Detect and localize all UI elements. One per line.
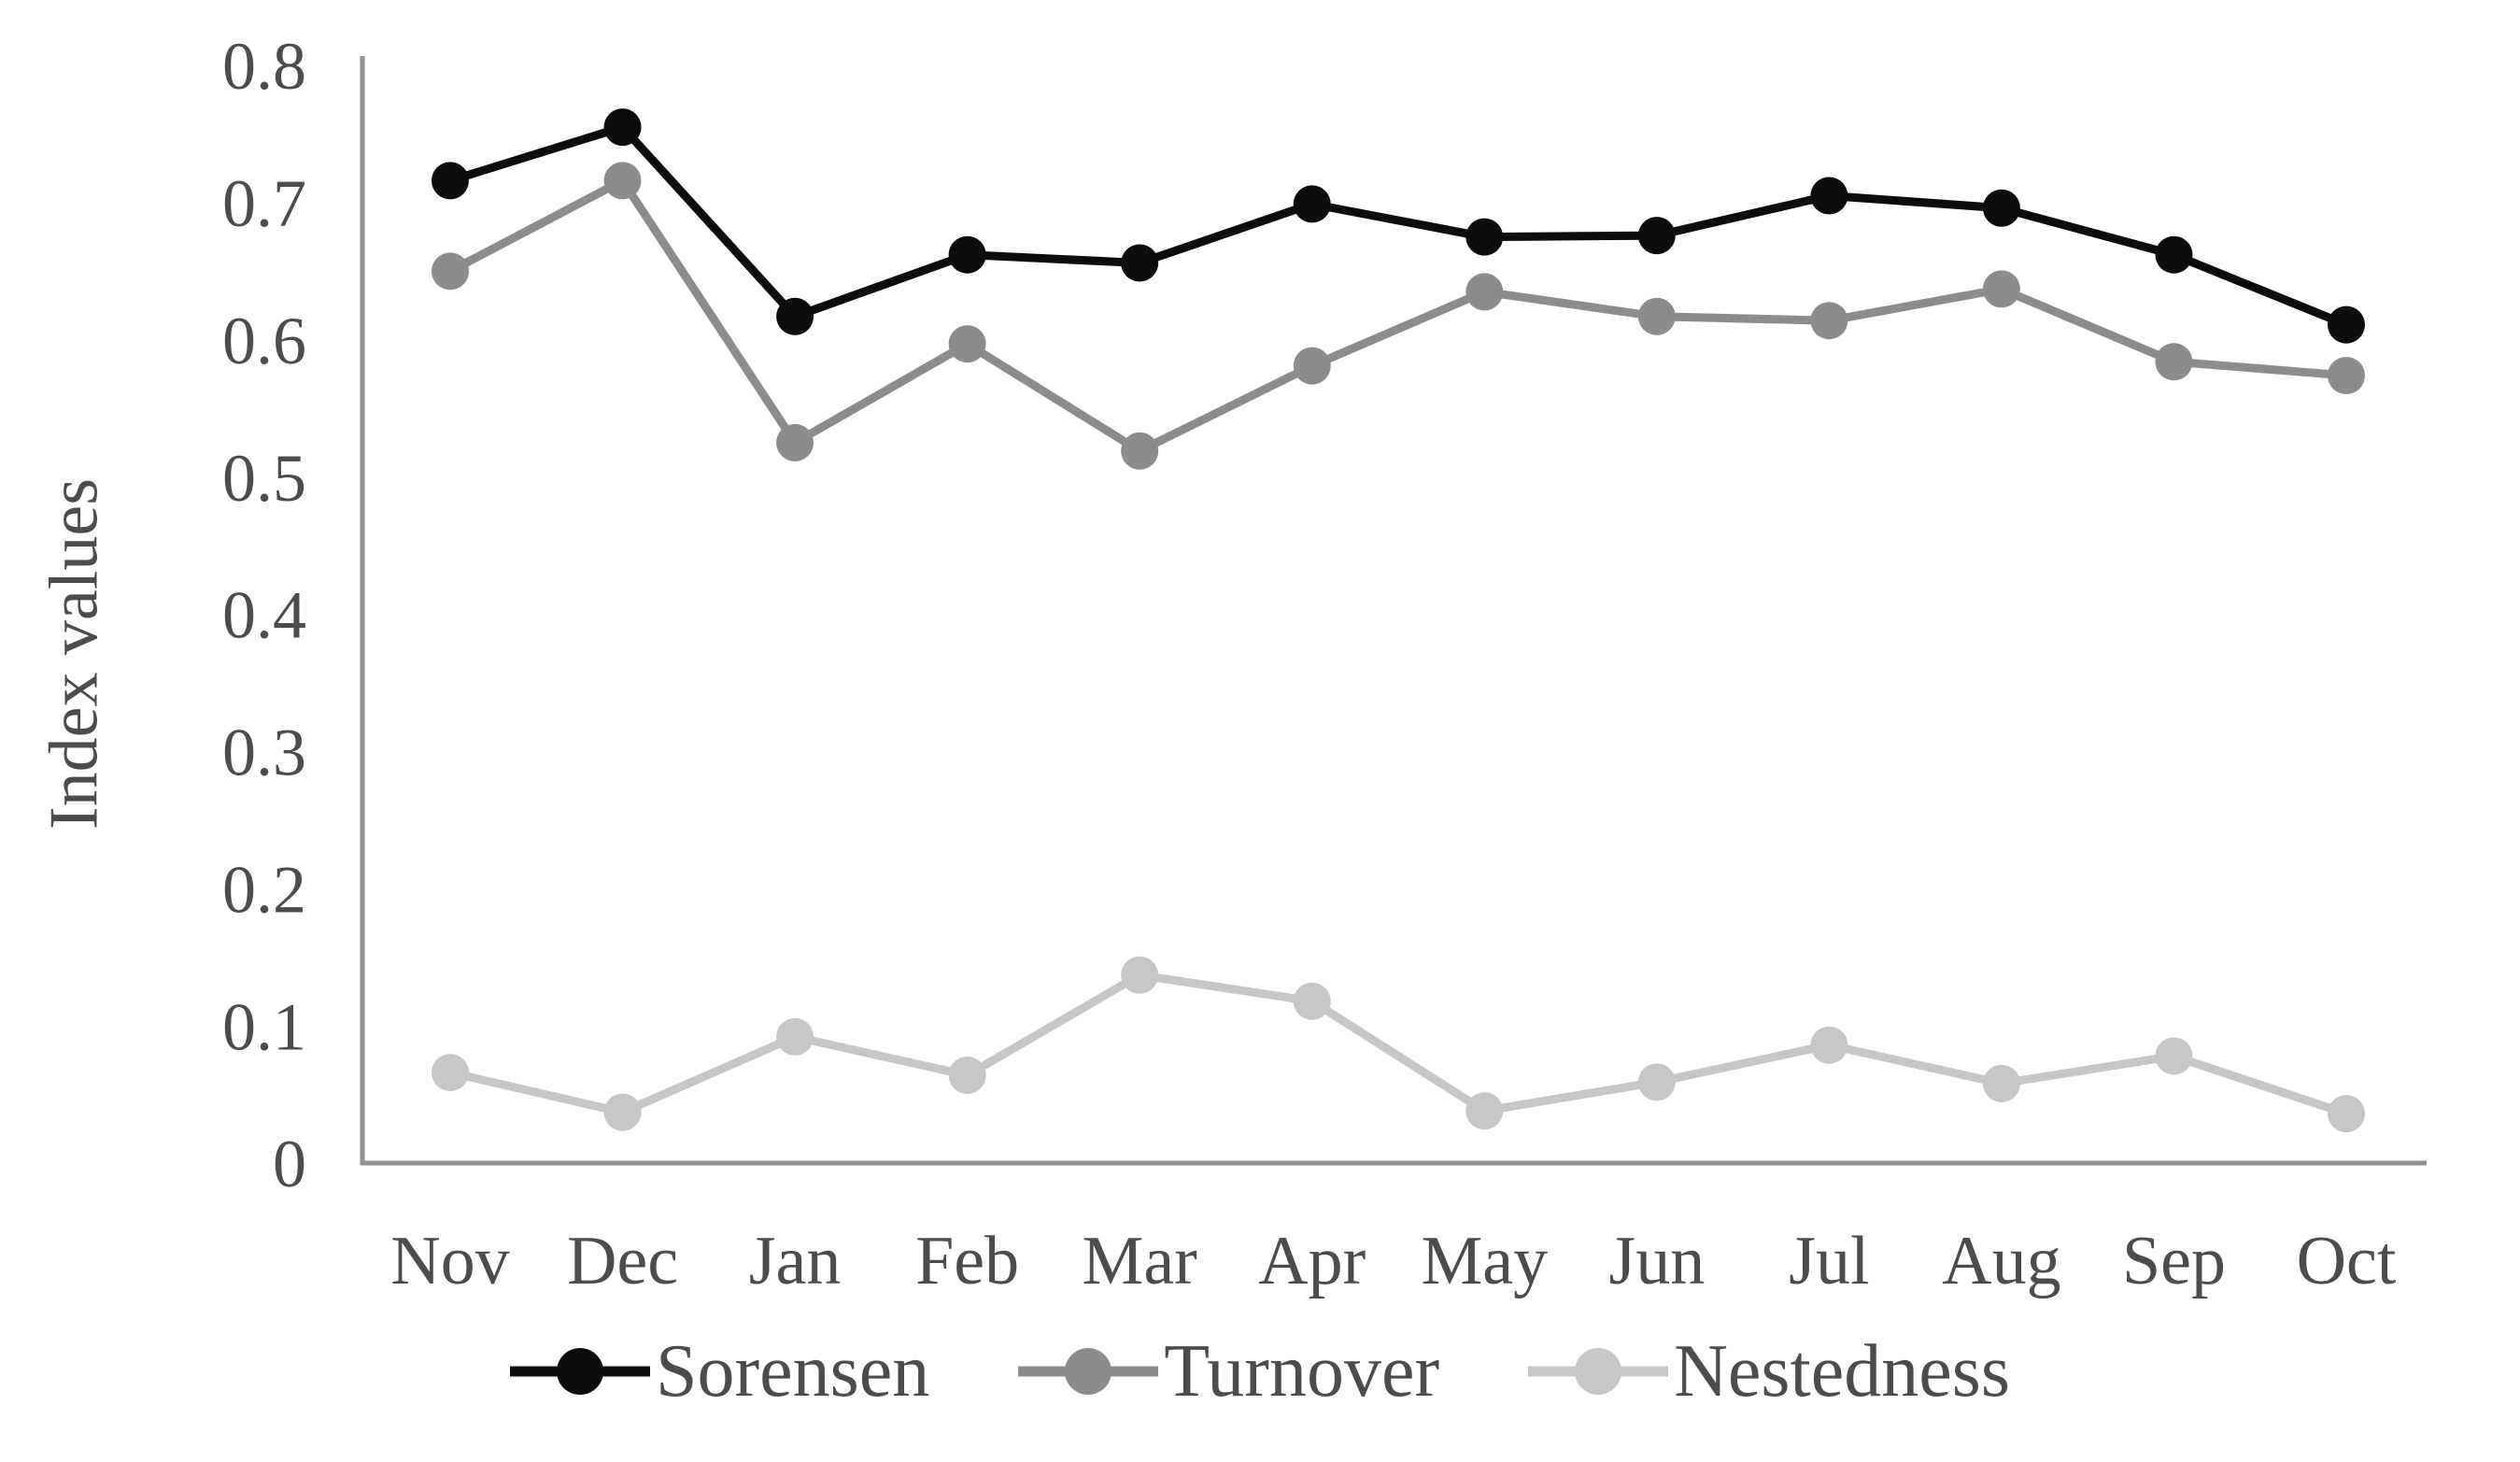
data-point-nestedness-jun xyxy=(1637,1063,1676,1101)
data-point-sorensen-may xyxy=(1465,218,1504,256)
x-tick-label: Jun xyxy=(1608,1223,1705,1299)
legend-item-sorensen: Sorensen xyxy=(509,1330,930,1412)
legend: Sorensen Turnover Nestedness xyxy=(0,1334,2520,1409)
y-tick-label: 0.3 xyxy=(222,716,306,790)
data-point-nestedness-apr xyxy=(1293,982,1331,1020)
data-point-turnover-feb xyxy=(948,325,986,363)
legend-label-sorensen: Sorensen xyxy=(655,1330,930,1412)
data-point-sorensen-aug xyxy=(1982,189,2020,227)
data-point-sorensen-jun xyxy=(1637,217,1676,255)
legend-item-turnover: Turnover xyxy=(1018,1334,1439,1409)
data-point-sorensen-dec xyxy=(603,108,642,147)
data-point-turnover-apr xyxy=(1293,347,1331,385)
data-point-sorensen-mar xyxy=(1121,244,1159,282)
series-line-turnover xyxy=(447,175,2347,456)
x-tick-label: Apr xyxy=(1258,1223,1366,1299)
y-axis-title: Index values xyxy=(35,477,113,830)
series-line-sorensen xyxy=(448,121,2348,329)
data-point-nestedness-jul xyxy=(1810,1026,1848,1064)
data-point-sorensen-feb xyxy=(948,235,986,274)
data-point-turnover-jul xyxy=(1810,302,1848,340)
data-point-nestedness-feb xyxy=(948,1057,986,1094)
data-point-sorensen-oct xyxy=(2328,305,2365,344)
data-point-turnover-jan xyxy=(776,423,814,461)
data-point-turnover-dec xyxy=(603,162,642,200)
x-tick-label: Jan xyxy=(749,1223,842,1299)
y-tick-label: 0.4 xyxy=(222,578,306,653)
x-tick-label: Mar xyxy=(1083,1223,1197,1299)
data-point-turnover-oct xyxy=(2328,356,2365,394)
data-point-sorensen-sep xyxy=(2155,235,2193,274)
y-tick-label: 0 xyxy=(273,1127,306,1201)
data-point-sorensen-jan xyxy=(776,297,814,335)
data-point-nestedness-may xyxy=(1465,1092,1504,1130)
data-point-nestedness-dec xyxy=(603,1093,642,1131)
y-tick-label: 0.8 xyxy=(222,29,306,104)
data-point-nestedness-nov xyxy=(432,1054,469,1092)
legend-label-turnover: Turnover xyxy=(1164,1330,1440,1412)
data-point-sorensen-jul xyxy=(1810,177,1848,215)
legend-marker-nestedness-icon xyxy=(1528,1348,1669,1395)
y-tick-label: 0.7 xyxy=(222,166,306,241)
x-tick-label: Nov xyxy=(390,1223,509,1299)
data-point-nestedness-mar xyxy=(1121,956,1159,994)
data-point-turnover-jun xyxy=(1637,297,1676,335)
data-point-sorensen-nov xyxy=(432,162,469,200)
x-tick-label: Oct xyxy=(2297,1223,2397,1299)
data-point-turnover-sep xyxy=(2155,343,2193,381)
x-tick-label: Jul xyxy=(1789,1223,1869,1299)
y-tick-label: 0.6 xyxy=(222,304,306,378)
x-tick-label: Aug xyxy=(1942,1223,2060,1299)
legend-label-nestedness: Nestedness xyxy=(1674,1330,2011,1412)
series-line-nestedness xyxy=(448,971,2348,1118)
data-point-nestedness-aug xyxy=(1982,1064,2020,1102)
legend-marker-turnover-icon xyxy=(1018,1348,1159,1395)
data-point-turnover-aug xyxy=(1982,270,2020,308)
x-tick-label: Feb xyxy=(915,1223,1019,1299)
y-tick-label: 0.5 xyxy=(222,441,306,516)
x-tick-label: Sep xyxy=(2122,1223,2226,1299)
x-tick-label: May xyxy=(1421,1223,1548,1299)
data-point-nestedness-jan xyxy=(776,1017,814,1056)
y-tick-label: 0.1 xyxy=(222,989,306,1064)
legend-marker-sorensen-icon xyxy=(509,1348,650,1395)
x-tick-label: Dec xyxy=(567,1223,678,1299)
data-point-turnover-mar xyxy=(1121,432,1159,470)
data-point-turnover-nov xyxy=(432,252,469,291)
data-point-nestedness-oct xyxy=(2328,1095,2365,1133)
data-point-nestedness-sep xyxy=(2155,1037,2193,1075)
data-point-turnover-may xyxy=(1465,273,1504,311)
legend-item-nestedness: Nestedness xyxy=(1528,1334,2010,1409)
data-point-sorensen-apr xyxy=(1293,185,1331,223)
y-tick-label: 0.2 xyxy=(222,852,306,927)
